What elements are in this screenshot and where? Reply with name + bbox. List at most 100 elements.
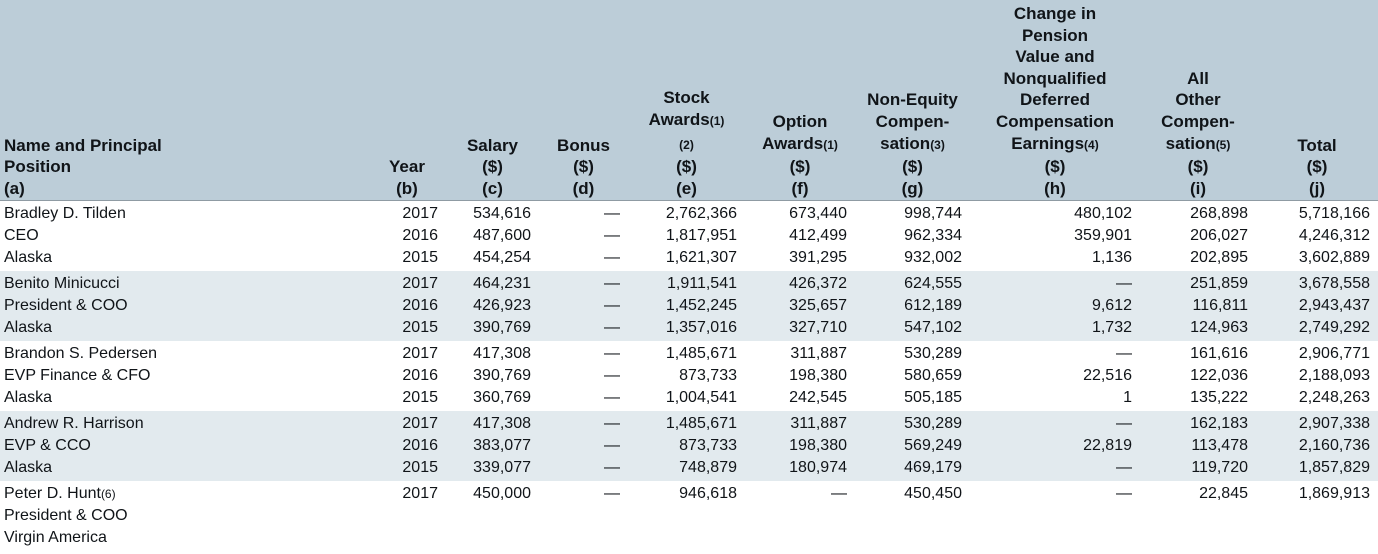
stock-awards-cell: 1,485,671 bbox=[665, 345, 737, 363]
salary-cell: 360,769 bbox=[473, 389, 531, 407]
header-line: Total bbox=[1297, 135, 1337, 155]
total-cell: 3,678,558 bbox=[1298, 275, 1370, 293]
option-awards-cell: 391,295 bbox=[789, 249, 847, 267]
non-equity-compensation-cell: 530,289 bbox=[904, 345, 962, 363]
bonus-cell: — bbox=[604, 415, 620, 433]
header-line: (d) bbox=[572, 178, 595, 198]
year-cell: 2017 bbox=[402, 485, 438, 503]
pension-and-deferred-earnings-cell: — bbox=[1116, 275, 1132, 293]
executive-group-1: Bradley D. Tilden 2017 534,616 — 2,762,366 67… bbox=[0, 201, 1378, 272]
stock-awards-cell bbox=[628, 505, 745, 527]
header-line: All bbox=[1187, 68, 1209, 88]
non-equity-compensation-cell: 569,249 bbox=[904, 437, 962, 455]
header-line: ($) bbox=[1044, 157, 1066, 177]
footnote-ref: (2) bbox=[679, 137, 694, 152]
non-equity-compensation-cell: 998,744 bbox=[904, 205, 962, 223]
table-row: Brandon S. Pedersen 2017 417,308 — 1,485,671… bbox=[0, 341, 1378, 365]
stock-awards-cell: 1,357,016 bbox=[665, 319, 737, 337]
non-equity-compensation-cell bbox=[855, 527, 970, 551]
all-other-compensation-cell: 206,027 bbox=[1190, 227, 1248, 245]
col-header-name: Name and Principal Position (a) bbox=[0, 0, 368, 202]
total-cell: 2,749,292 bbox=[1298, 319, 1370, 337]
bonus-cell: — bbox=[604, 297, 620, 315]
col-header-bonus: Bonus ($) (d) bbox=[539, 0, 628, 202]
pension-and-deferred-earnings-cell bbox=[970, 527, 1140, 551]
header-line: Year bbox=[389, 157, 425, 177]
year-cell: 2016 bbox=[402, 227, 438, 245]
year-cell: 2016 bbox=[402, 297, 438, 315]
total-cell: 2,943,437 bbox=[1298, 297, 1370, 315]
pension-and-deferred-earnings-cell: 359,901 bbox=[1074, 227, 1132, 245]
all-other-compensation-cell: 116,811 bbox=[1192, 297, 1248, 315]
year-cell: 2017 bbox=[402, 415, 438, 433]
col-header-total: Total ($) (j) bbox=[1256, 0, 1378, 202]
salary-cell bbox=[446, 527, 539, 551]
all-other-compensation-cell: 202,895 bbox=[1190, 249, 1248, 267]
stock-awards-cell: 946,618 bbox=[679, 485, 737, 503]
header-line: (g) bbox=[901, 178, 924, 198]
name-cell: President & COO bbox=[4, 507, 128, 525]
header-line: Awards(1) bbox=[762, 133, 838, 153]
table-row: Alaska 2015 339,077 — 748,879 180,974 469,179 —… bbox=[0, 457, 1378, 481]
year-cell: 2017 bbox=[402, 205, 438, 223]
pension-and-deferred-earnings-cell: 22,819 bbox=[1083, 437, 1132, 455]
salary-cell: 534,616 bbox=[473, 205, 531, 223]
header-line: Earnings(4) bbox=[1011, 133, 1099, 153]
header-line: Value and bbox=[1015, 47, 1095, 67]
option-awards-cell: 327,710 bbox=[789, 319, 847, 337]
table-row: President & COO bbox=[0, 505, 1378, 527]
pension-and-deferred-earnings-cell: 9,612 bbox=[1091, 297, 1132, 315]
salary-cell: 426,923 bbox=[473, 297, 531, 315]
col-header-year: Year (b) bbox=[368, 0, 446, 202]
table-row: Peter D. Hunt(6) 2017 450,000 — 946,618 — 450,… bbox=[0, 481, 1378, 505]
option-awards-cell: 311,887 bbox=[790, 345, 847, 363]
header-line: sation(5) bbox=[1165, 133, 1231, 153]
pension-and-deferred-earnings-cell: — bbox=[1116, 485, 1132, 503]
bonus-cell bbox=[539, 505, 628, 527]
header-line: Change in bbox=[1013, 4, 1097, 23]
pension-and-deferred-earnings-cell: — bbox=[1116, 415, 1132, 433]
stock-awards-cell: 748,879 bbox=[679, 459, 737, 477]
header-line: ($) bbox=[482, 157, 503, 177]
non-equity-compensation-cell: 505,185 bbox=[904, 389, 962, 407]
header-line: ($) bbox=[1306, 157, 1328, 177]
bonus-cell: — bbox=[604, 345, 620, 363]
header-line: Compensation bbox=[995, 111, 1115, 131]
year-cell bbox=[368, 505, 446, 527]
executive-group-3: Brandon S. Pedersen 2017 417,308 — 1,485,671… bbox=[0, 341, 1378, 411]
salary-cell: 487,600 bbox=[473, 227, 531, 245]
non-equity-compensation-cell: 624,555 bbox=[904, 275, 962, 293]
total-cell: 2,188,093 bbox=[1298, 367, 1370, 385]
header-line: (h) bbox=[1044, 178, 1066, 198]
option-awards-cell: — bbox=[831, 485, 847, 503]
total-cell: 2,906,771 bbox=[1298, 345, 1370, 363]
header-line: Nonqualified bbox=[1003, 68, 1107, 88]
option-awards-cell bbox=[745, 505, 855, 527]
name-cell: Brandon S. Pedersen bbox=[4, 345, 157, 363]
header-line: Non-Equity bbox=[867, 90, 958, 110]
non-equity-compensation-cell: 580,659 bbox=[904, 367, 962, 385]
header-line: ($) bbox=[902, 157, 923, 177]
salary-cell: 339,077 bbox=[473, 459, 531, 477]
option-awards-cell: 180,974 bbox=[789, 459, 847, 477]
total-cell: 1,869,913 bbox=[1298, 485, 1370, 503]
name-cell: Alaska bbox=[4, 389, 53, 407]
salary-cell: 450,000 bbox=[473, 485, 531, 503]
header-line: ($) bbox=[789, 157, 811, 177]
option-awards-cell bbox=[745, 527, 855, 551]
stock-awards-cell: 873,733 bbox=[679, 437, 737, 455]
stock-awards-cell: 1,621,307 bbox=[665, 249, 737, 267]
option-awards-cell: 311,887 bbox=[790, 415, 847, 433]
table-row: Andrew R. Harrison 2017 417,308 — 1,485,671 3… bbox=[0, 411, 1378, 435]
non-equity-compensation-cell: 932,002 bbox=[904, 249, 962, 267]
bonus-cell: — bbox=[604, 367, 620, 385]
stock-awards-cell bbox=[628, 527, 745, 551]
salary-cell: 383,077 bbox=[473, 437, 531, 455]
salary-cell bbox=[446, 505, 539, 527]
header-line: Deferred bbox=[1020, 90, 1090, 110]
table-row: Alaska 2015 454,254 — 1,621,307 391,295 932,00… bbox=[0, 247, 1378, 271]
executive-group-5: Peter D. Hunt(6) 2017 450,000 — 946,618 — 450,… bbox=[0, 481, 1378, 551]
footnote-ref: (6) bbox=[100, 487, 116, 502]
pension-and-deferred-earnings-cell: 480,102 bbox=[1074, 205, 1132, 223]
salary-cell: 417,308 bbox=[473, 415, 531, 433]
